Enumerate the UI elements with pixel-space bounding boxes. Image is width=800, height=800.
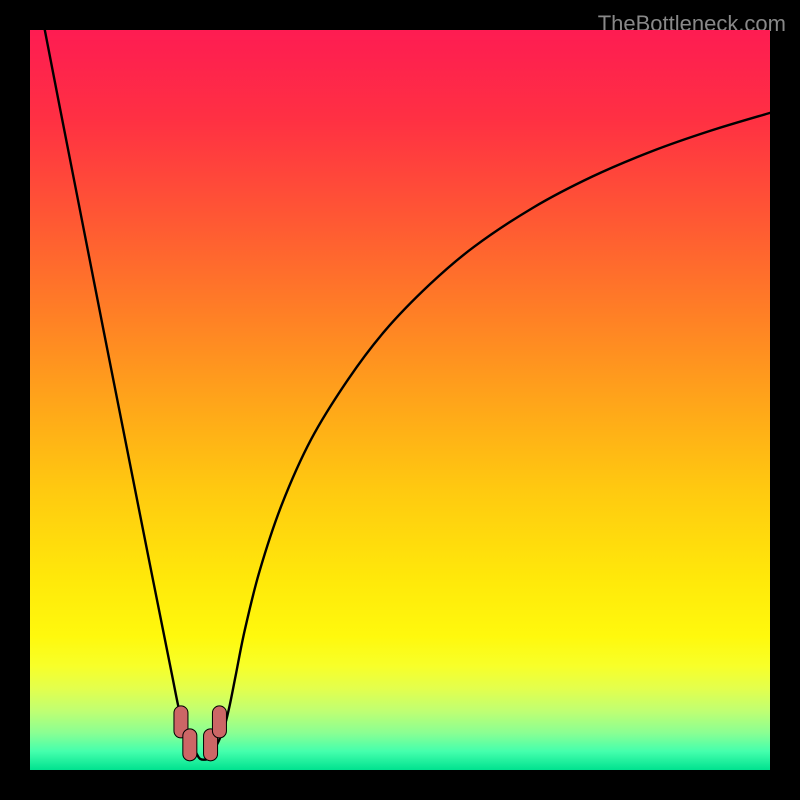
chart-root: TheBottleneck.com — [0, 0, 800, 800]
chart-background — [30, 30, 770, 770]
bump-marker — [212, 706, 226, 738]
bottleneck-chart — [30, 30, 770, 770]
bump-marker — [183, 729, 197, 761]
